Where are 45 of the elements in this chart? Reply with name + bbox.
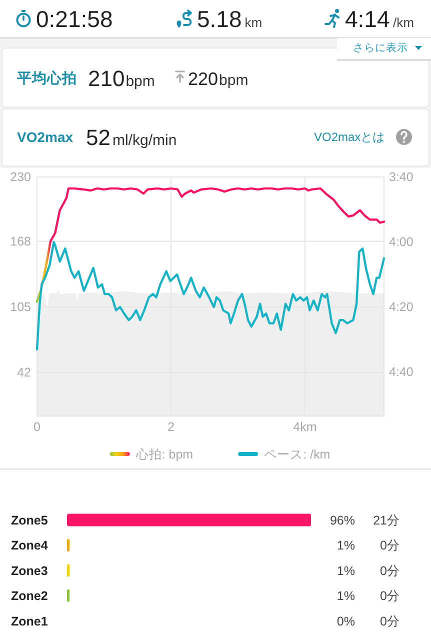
text: 5.18 — [197, 6, 242, 32]
y-tick-label: 42 — [17, 365, 32, 380]
line-series — [36, 240, 386, 350]
y2-tick-label: 3:40 — [389, 170, 414, 184]
data-label: 0% — [336, 614, 355, 628]
legend-label: ペース: /km — [264, 448, 330, 462]
text: 0:21:58 — [36, 6, 113, 32]
y-tick-label: Zone2 — [11, 589, 48, 604]
text: km — [244, 15, 262, 30]
y-tick-label: 105 — [10, 300, 32, 314]
y-tick-label: Zone5 — [11, 514, 48, 528]
y2-tick-label: 4:40 — [389, 365, 414, 380]
text: bpm — [126, 73, 155, 90]
text: 平均心拍 — [16, 69, 77, 87]
text: 0分 — [380, 589, 400, 604]
text: ml/kg/min — [112, 132, 177, 149]
text: VO2maxとは — [314, 130, 385, 144]
y-tick-label: 168 — [10, 234, 32, 248]
text: /km — [392, 15, 414, 30]
text: bpm — [219, 72, 248, 89]
text: 0分 — [380, 614, 400, 628]
text: さらに表示 — [353, 41, 408, 54]
y2-tick-label: 4:00 — [389, 235, 414, 250]
text: VO2max — [17, 129, 74, 145]
text: 210 — [88, 66, 125, 91]
y-tick-label: 230 — [10, 170, 32, 184]
data-label: 1% — [336, 538, 355, 553]
y-tick-label: Zone3 — [11, 564, 48, 578]
line-series — [36, 187, 386, 303]
data-label: 1% — [336, 589, 355, 604]
text: 220 — [188, 69, 218, 89]
text: 52 — [86, 125, 110, 150]
x-tick-label: 0 — [34, 420, 41, 434]
text: 21分 — [373, 514, 400, 528]
x-tick-label: 4km — [293, 420, 317, 434]
y-tick-label: Zone4 — [11, 538, 48, 553]
text: 0分 — [380, 538, 400, 553]
y2-tick-label: 4:20 — [389, 300, 414, 314]
data-label: 1% — [336, 564, 355, 578]
text: 0分 — [380, 564, 400, 578]
text: 4:14 — [345, 6, 390, 32]
data-label: 96% — [330, 514, 355, 528]
legend-label: 心拍: bpm — [134, 446, 194, 462]
x-tick-label: 2 — [168, 420, 174, 434]
y-tick-label: Zone1 — [11, 614, 48, 628]
